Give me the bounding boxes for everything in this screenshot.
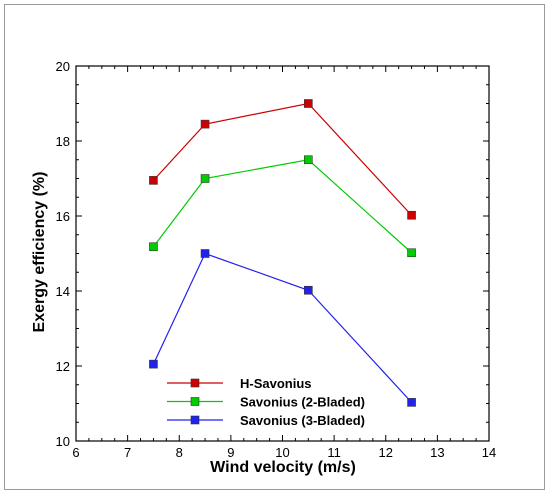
y-tick-label: 14 (56, 284, 70, 299)
x-axis-label: Wind velocity (m/s) (210, 459, 356, 476)
x-tick-label: 14 (482, 445, 496, 460)
data-point (200, 174, 210, 183)
legend-entry: H-Savonius (167, 376, 312, 391)
chart-frame (4, 4, 545, 490)
data-point (200, 249, 210, 258)
data-point (304, 285, 313, 295)
y-tick-label: 16 (56, 209, 70, 224)
data-point (407, 210, 416, 220)
series-line (152, 159, 412, 254)
data-point (149, 242, 158, 252)
x-tick-label: 6 (72, 445, 79, 460)
data-point (149, 359, 158, 369)
x-tick-label: 12 (379, 445, 393, 460)
x-axis-ticks: 6 7 8 9 10 11 12 13 14 (72, 66, 496, 460)
data-point (407, 248, 416, 258)
series-line (152, 102, 413, 216)
series-3 (149, 249, 416, 407)
data-point (407, 398, 416, 407)
x-tick-label: 8 (176, 445, 183, 460)
legend-marker (190, 397, 200, 406)
x-tick-label: 10 (275, 445, 289, 460)
series-2 (149, 155, 416, 258)
x-tick-label: 11 (327, 445, 341, 460)
series-line (152, 252, 413, 403)
legend-entry: Savonius (2-Bladed) (167, 395, 365, 410)
data-point (149, 176, 158, 185)
chart-legend: H-Savonius Savonius (2-Bladed) Savonius (3… (167, 376, 365, 428)
legend-label: Savonius (3-Bladed) (240, 413, 365, 428)
y-tick-label: 10 (56, 434, 70, 449)
y-tick-label: 12 (56, 359, 70, 374)
x-tick-label: 9 (227, 445, 234, 460)
x-tick-label: 13 (430, 445, 444, 460)
legend-label: Savonius (2-Bladed) (240, 395, 365, 410)
legend-marker (190, 415, 200, 425)
series-1 (149, 99, 416, 220)
y-axis-label: Exergy efficiency (%) (31, 172, 48, 333)
data-point (200, 119, 210, 129)
legend-marker (190, 378, 200, 388)
data-point (304, 99, 313, 108)
y-tick-label: 20 (56, 59, 70, 74)
y-tick-label: 18 (56, 134, 70, 149)
data-point (304, 155, 313, 165)
legend-label: H-Savonius (240, 376, 312, 391)
x-tick-label: 7 (124, 445, 131, 460)
y-axis-ticks: 10 12 14 16 18 20 (56, 59, 489, 449)
chart-series (149, 99, 416, 407)
legend-entry: Savonius (3-Bladed) (167, 413, 365, 428)
